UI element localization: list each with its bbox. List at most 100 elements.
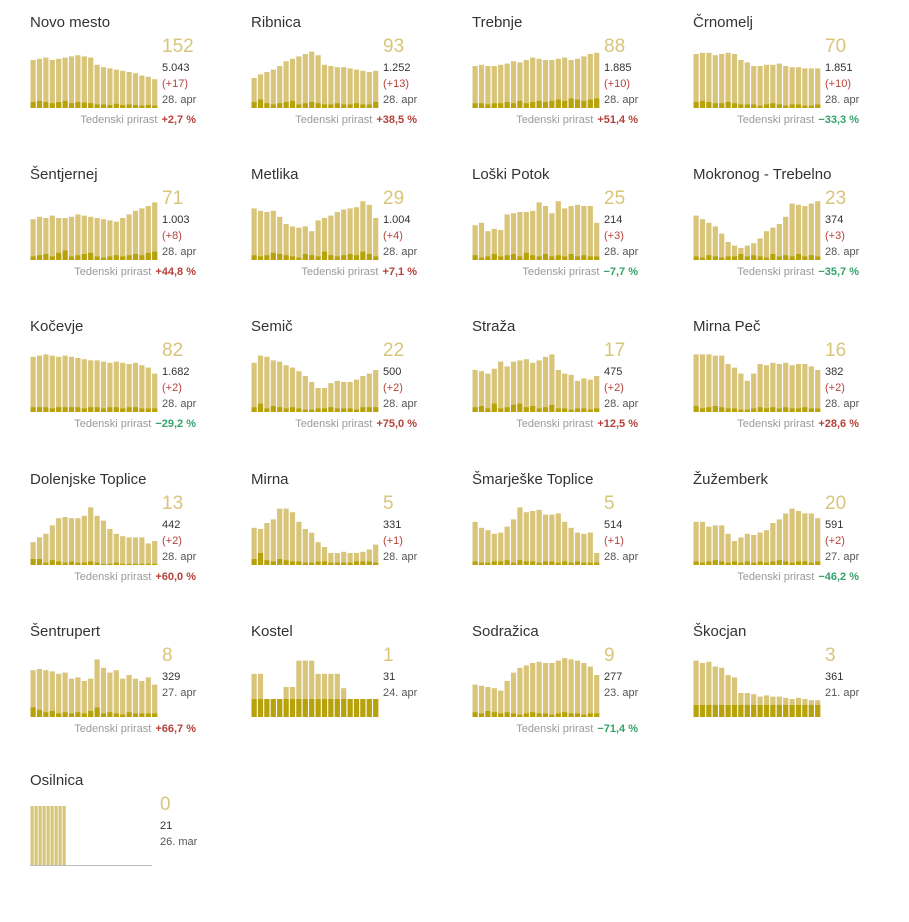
active-bar	[132, 73, 139, 108]
municipality-card[interactable]: Semič 22 500 (+2) 28. apr Tedenski prirast +75…	[251, 318, 451, 468]
weekly-growth: Tedenski prirast +38,5 %	[295, 114, 417, 126]
municipality-card[interactable]: Šentrupert 8 329 27. apr Tedenski prirast +66…	[30, 623, 230, 773]
active-bar	[517, 212, 523, 260]
new-cases-bar	[94, 256, 100, 260]
new-cases-bar	[719, 257, 725, 260]
municipality-card[interactable]: Mirna Peč 16 382 (+2) 28. apr Tedenski priras…	[693, 318, 893, 468]
municipality-card[interactable]: Dolenjske Toplice 13 442 (+2) 28. apr Tedensk…	[30, 471, 230, 621]
new-cases-bar	[257, 256, 264, 260]
new-cases-bar	[581, 255, 587, 260]
active-bar	[587, 379, 593, 412]
active-bar	[498, 230, 504, 260]
active-cases-count: 88	[604, 36, 626, 57]
new-cases-bar	[257, 99, 264, 108]
new-cases-bar	[100, 563, 107, 565]
active-bar	[145, 367, 151, 412]
municipality-card[interactable]: Šentjernej 71 1.003 (+8) 28. apr Tedenski pri…	[30, 166, 230, 316]
municipality-card[interactable]: Trebnje 88 1.885 (+10) 28. apr Tedenski prira…	[472, 14, 672, 164]
daily-delta: (+2)	[162, 382, 182, 394]
municipality-card[interactable]: Novo mesto 152 5.043 (+17) 28. apr Tedenski p…	[30, 14, 230, 164]
total-cases: 1.003	[162, 214, 190, 226]
last-update-date: 28. apr	[604, 551, 639, 563]
new-cases-bar	[30, 559, 36, 565]
municipality-card[interactable]: Mokronog - Trebelno 23 374 (+3) 28. apr Teden…	[693, 166, 893, 316]
weekly-growth-value: +75,0 %	[376, 418, 417, 430]
last-update-date: 23. apr	[604, 687, 639, 699]
active-bar	[302, 226, 308, 260]
last-update-date: 26. mar	[160, 836, 198, 848]
weekly-growth-value: +2,7 %	[161, 114, 196, 126]
new-cases-bar	[36, 407, 43, 412]
active-bar	[49, 60, 55, 108]
municipality-card[interactable]: Črnomelj 70 1.851 (+10) 28. apr Tedenski prir…	[693, 14, 893, 164]
new-cases-bar	[277, 559, 283, 565]
municipality-card[interactable]: Ribnica 93 1.252 (+13) 28. apr Tedenski prira…	[251, 14, 451, 164]
active-cases-count: 70	[825, 36, 847, 57]
new-cases-bar	[145, 563, 151, 565]
active-bar	[321, 673, 328, 717]
active-bar	[334, 67, 340, 108]
active-bar	[88, 507, 94, 565]
new-cases-bar	[757, 705, 763, 717]
active-bar	[719, 233, 725, 260]
municipality-card[interactable]: Kostel 1 31 24. apr	[251, 623, 451, 773]
new-cases-bar	[802, 256, 808, 260]
weekly-growth-value: −35,7 %	[818, 266, 859, 278]
new-cases-bar	[283, 255, 289, 260]
active-bar	[744, 62, 750, 108]
new-cases-bar	[43, 254, 49, 260]
municipality-name: Črnomelj	[693, 14, 754, 31]
active-bar	[277, 66, 283, 108]
active-bar	[107, 220, 113, 260]
municipality-card[interactable]: Šmarješke Toplice 5 514 (+1) 28. apr	[472, 471, 672, 621]
weekly-growth: Tedenski prirast −7,7 %	[522, 266, 638, 278]
active-bar	[75, 518, 81, 565]
new-cases-bar	[62, 250, 68, 260]
active-bar	[802, 364, 808, 412]
municipality-card[interactable]: Loški Potok 25 214 (+3) 28. apr Tedenski prir…	[472, 166, 672, 316]
active-bar	[568, 527, 574, 565]
new-cases-bar	[706, 102, 712, 108]
active-bar	[152, 202, 158, 260]
active-bar	[321, 64, 328, 108]
active-bar	[776, 364, 782, 412]
new-cases-bar	[251, 699, 257, 717]
active-bar	[88, 360, 94, 412]
new-cases-bar	[347, 254, 353, 260]
weekly-growth-label: Tedenski prirast	[295, 418, 373, 430]
sparkline-chart	[472, 354, 600, 412]
active-bar	[706, 222, 712, 260]
active-bar	[68, 216, 75, 260]
municipality-card[interactable]: Metlika 29 1.004 (+4) 28. apr Tedenski priras…	[251, 166, 451, 316]
total-cases: 329	[162, 671, 181, 683]
new-cases-bar	[68, 407, 75, 412]
new-cases-bar	[472, 407, 478, 412]
municipality-card[interactable]: Žužemberk 20 591 (+2) 27. apr Tedenski priras…	[693, 471, 893, 621]
active-bar	[302, 376, 308, 412]
active-bar	[776, 63, 782, 108]
municipality-card[interactable]: Osilnica 0 21 26. mar	[30, 772, 230, 922]
weekly-growth: Tedenski prirast −46,2 %	[737, 571, 859, 583]
municipality-card[interactable]: Kočevje 82 1.682 (+2) 28. apr Tedenski priras…	[30, 318, 230, 468]
new-cases-bar	[706, 561, 712, 565]
active-bar	[283, 61, 289, 108]
new-cases-bar	[353, 103, 360, 108]
new-cases-bar	[699, 562, 706, 565]
new-cases-bar	[132, 407, 139, 412]
municipality-card[interactable]: Sodražica 9 277 23. apr Tedenski prirast −71,…	[472, 623, 672, 773]
active-bar	[251, 78, 257, 108]
active-bar	[574, 380, 581, 412]
active-bar	[712, 355, 718, 412]
active-bar	[296, 521, 302, 565]
municipality-card[interactable]: Škocjan 3 361 21. apr	[693, 623, 893, 773]
weekly-growth: Tedenski prirast +51,4 %	[516, 114, 638, 126]
new-cases-bar	[302, 103, 308, 108]
active-bar	[42, 806, 46, 866]
municipality-card[interactable]: Straža 17 475 (+2) 28. apr Tedenski prirast +1…	[472, 318, 672, 468]
municipality-card[interactable]: Mirna 5 331 (+1) 28. apr	[251, 471, 451, 621]
active-bar	[510, 361, 517, 412]
sparkline-chart	[472, 658, 600, 717]
municipality-name: Metlika	[251, 166, 299, 183]
last-update-date: 28. apr	[604, 246, 639, 258]
active-bar	[38, 806, 42, 866]
